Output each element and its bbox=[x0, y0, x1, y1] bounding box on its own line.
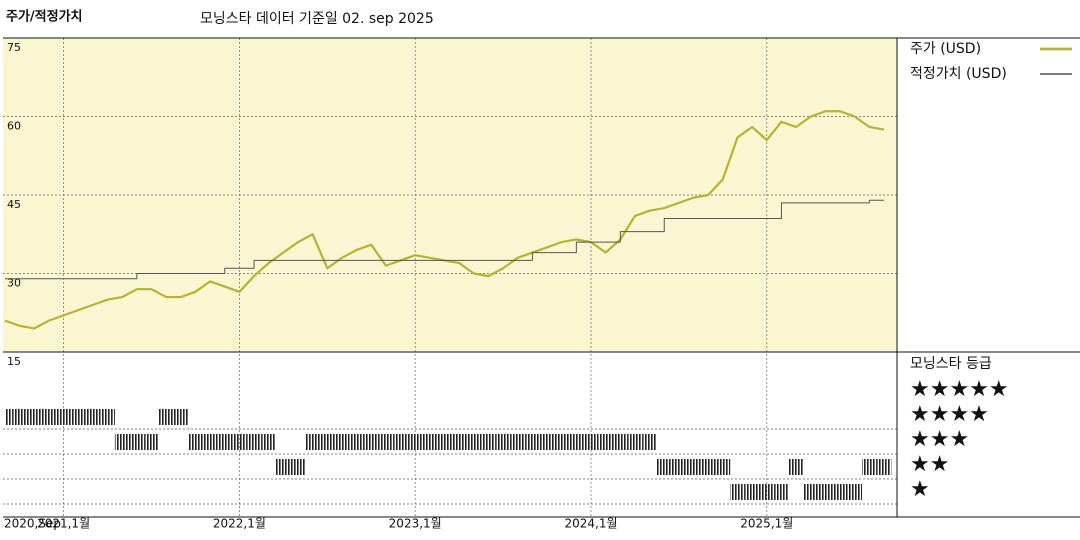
rating-bar bbox=[686, 459, 701, 475]
x-tick-label: 2020,Sep bbox=[4, 517, 61, 531]
legend-label: 주가 (USD) bbox=[910, 41, 981, 57]
rating-bar bbox=[788, 459, 804, 475]
rating-bar bbox=[774, 484, 789, 500]
x-tick-label: 2021,1월 bbox=[37, 517, 90, 531]
rating-bar bbox=[671, 459, 687, 475]
rating-bar bbox=[70, 409, 86, 425]
x-tick-label: 2025,1월 bbox=[740, 517, 793, 531]
rating-bar bbox=[144, 434, 159, 450]
rating-bar bbox=[56, 409, 71, 425]
rating-legend-label: ★★★★ bbox=[910, 402, 989, 427]
rating-bar bbox=[393, 434, 408, 450]
rating-bar bbox=[818, 484, 833, 500]
rating-bar bbox=[656, 459, 672, 475]
rating-bar bbox=[876, 459, 892, 475]
y-tick-label: 15 bbox=[7, 355, 21, 368]
rating-bar bbox=[525, 434, 540, 450]
rating-legend-label: ★★★★★ bbox=[910, 377, 1009, 402]
y-tick-label: 75 bbox=[7, 41, 21, 54]
rating-bar bbox=[437, 434, 452, 450]
rating-bar bbox=[407, 434, 423, 450]
rating-bar bbox=[202, 434, 218, 450]
rating-bar bbox=[188, 434, 203, 450]
rating-bar bbox=[12, 409, 27, 425]
x-tick-label: 2023,1월 bbox=[389, 517, 442, 531]
y-tick-label: 45 bbox=[7, 198, 21, 211]
rating-bar bbox=[363, 434, 379, 450]
rating-bar bbox=[847, 484, 863, 500]
legend-label: 적정가치 (USD) bbox=[910, 66, 1007, 82]
rating-bar bbox=[598, 434, 613, 450]
rating-bar bbox=[569, 434, 584, 450]
rating-bar bbox=[510, 434, 526, 450]
rating-bar bbox=[481, 434, 496, 450]
rating-bar bbox=[290, 459, 306, 475]
rating-bar bbox=[85, 409, 101, 425]
rating-bar bbox=[495, 434, 511, 450]
rating-legend-label: ★ bbox=[910, 477, 930, 502]
rating-bar bbox=[26, 409, 42, 425]
rating-bar bbox=[319, 434, 335, 450]
plot-background bbox=[3, 38, 897, 352]
rating-bar bbox=[378, 434, 394, 450]
rating-legend-label: ★★★ bbox=[910, 427, 969, 452]
rating-bar bbox=[539, 434, 555, 450]
rating-bar bbox=[554, 434, 570, 450]
rating-bar bbox=[451, 434, 467, 450]
rating-bar bbox=[276, 459, 291, 475]
rating-bar bbox=[832, 484, 848, 500]
series-line bbox=[5, 199, 884, 280]
rating-bar bbox=[100, 409, 115, 425]
rating-bar bbox=[305, 434, 320, 450]
rating-bar bbox=[158, 409, 174, 425]
rating-bar bbox=[862, 459, 877, 475]
rating-bar bbox=[642, 434, 657, 450]
rating-bar bbox=[612, 434, 628, 450]
rating-bar bbox=[627, 434, 643, 450]
rating-bar bbox=[173, 409, 189, 425]
rating-bar bbox=[715, 459, 731, 475]
rating-bar bbox=[349, 434, 364, 450]
chart-subtitle: 모닝스타 데이터 기준일 02. sep 2025 bbox=[200, 11, 434, 27]
rating-bar bbox=[232, 434, 247, 450]
rating-legend-title: 모닝스타 등급 bbox=[910, 356, 992, 372]
y-tick-label: 30 bbox=[7, 277, 21, 290]
rating-bar bbox=[217, 434, 233, 450]
rating-bar bbox=[41, 409, 57, 425]
rating-bar bbox=[334, 434, 350, 450]
rating-bar bbox=[700, 459, 716, 475]
rating-bar bbox=[730, 484, 745, 500]
rating-bar bbox=[422, 434, 438, 450]
rating-bar bbox=[803, 484, 819, 500]
rating-bar bbox=[129, 434, 145, 450]
rating-bar bbox=[759, 484, 775, 500]
rating-bar bbox=[466, 434, 482, 450]
rating-bar bbox=[261, 434, 277, 450]
rating-bar bbox=[744, 484, 760, 500]
rating-bar bbox=[583, 434, 599, 450]
x-tick-label: 2024,1월 bbox=[564, 517, 617, 531]
y-tick-label: 60 bbox=[7, 120, 21, 133]
rating-legend-label: ★★ bbox=[910, 452, 949, 477]
x-tick-label: 2022,1월 bbox=[213, 517, 266, 531]
rating-bar bbox=[5, 409, 13, 425]
rating-bar bbox=[114, 434, 130, 450]
rating-bar bbox=[246, 434, 262, 450]
chart-title: 주가/적정가치 bbox=[6, 9, 83, 25]
